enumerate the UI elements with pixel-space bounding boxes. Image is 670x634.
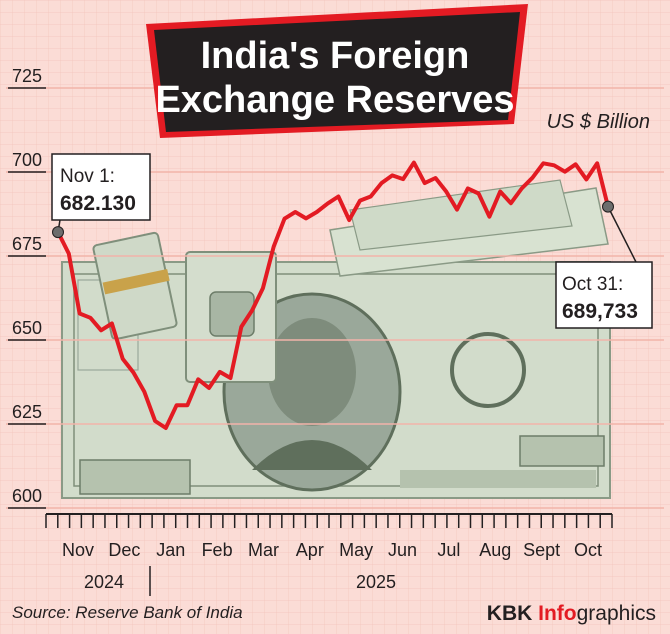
y-tick-label: 625 (12, 402, 42, 422)
chart-title-line2: Exchange Reserves (155, 79, 514, 121)
bill-roll-left (92, 231, 178, 341)
year-labels: 2024 2025 (84, 566, 396, 596)
x-tick-label: Jul (437, 540, 460, 560)
chart-title-line1: India's Foreign (201, 35, 470, 77)
x-tick-label: Oct (574, 540, 602, 560)
title-banner-bg (154, 12, 520, 132)
x-tick-label: Dec (108, 540, 140, 560)
title-banner: India's Foreign Exchange Reserves (146, 4, 528, 138)
x-tick-label: Jan (156, 540, 185, 560)
start-annotation-label: Nov 1: (60, 166, 115, 187)
x-tick-label: Sept (523, 540, 560, 560)
credit-rest: graphics (577, 602, 656, 625)
source-note: Source: Reserve Bank of India (12, 603, 243, 622)
credit-brand: KBK (487, 602, 533, 625)
end-annotation-label: Oct 31: (562, 274, 623, 295)
start-annotation: Nov 1: 682.130 (51, 153, 151, 221)
x-tick-label: Feb (202, 540, 233, 560)
start-point (52, 226, 64, 239)
x-tick-label: Aug (479, 540, 511, 560)
end-leader-line (607, 206, 637, 263)
x-tick-label: Jun (388, 540, 417, 560)
bill-banner (400, 470, 596, 488)
portrait-shoulders (252, 440, 372, 470)
unit-label: US $ Billion (547, 111, 650, 133)
money-illustration (61, 179, 611, 499)
x-tick-label: Mar (248, 540, 279, 560)
credit: KBK Infographics (487, 602, 656, 625)
end-annotation-value: 689,733 (562, 300, 638, 323)
start-annotation-value: 682.130 (60, 192, 136, 215)
x-axis-ticks (45, 514, 613, 528)
credit-info: Info (538, 602, 576, 625)
year-label: 2025 (356, 572, 396, 592)
y-tick-label: 650 (12, 318, 42, 338)
rubber-band (102, 268, 170, 295)
bill-roll-middle (185, 251, 277, 383)
bill-denomination-left (79, 459, 191, 495)
x-tick-label: Apr (296, 540, 324, 560)
y-tick-label: 700 (12, 150, 42, 170)
x-tick-label: Nov (62, 540, 94, 560)
bill-denomination-right (519, 435, 605, 467)
year-label: 2024 (84, 572, 124, 592)
y-tick-label: 725 (12, 66, 42, 86)
x-tick-label: May (339, 540, 373, 560)
y-tick-label: 600 (12, 486, 42, 506)
y-tick-label: 675 (12, 234, 42, 254)
x-axis-labels: Nov Dec Jan Feb Mar Apr May Jun Jul Aug Sept Oct (62, 540, 602, 560)
portrait-face (268, 318, 356, 426)
reserves-line (56, 160, 610, 430)
end-point (602, 200, 614, 213)
end-annotation: Oct 31: 689,733 (555, 261, 653, 329)
bill-seal (450, 332, 526, 408)
